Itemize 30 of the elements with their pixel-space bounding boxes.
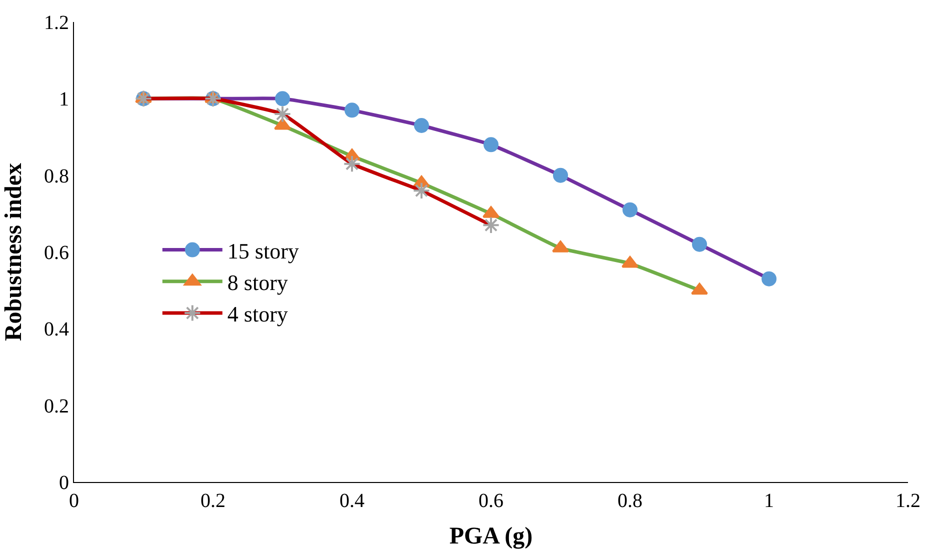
x-tick-label: 0.4	[340, 490, 364, 512]
y-tick-label: 1.2	[44, 12, 69, 34]
point	[344, 102, 360, 118]
y-tick-label: 0.4	[44, 318, 69, 341]
point	[412, 182, 430, 200]
y-tick-label: 0	[59, 472, 69, 494]
y-tick-label: 0.8	[44, 165, 69, 188]
y-tick-label: 1	[59, 88, 69, 111]
point	[414, 118, 429, 133]
legend-label: 15 story	[227, 238, 299, 264]
x-tick-label: 0.8	[618, 490, 642, 512]
point	[484, 137, 498, 152]
x-tick-label: 0.6	[478, 490, 504, 512]
point	[622, 202, 638, 218]
point	[274, 105, 292, 123]
x-axis-title: PGA (g)	[449, 523, 533, 550]
point	[275, 91, 290, 106]
legend-label: 4 story	[227, 302, 288, 327]
x-tick-label: 1.2	[896, 490, 920, 512]
y-tick-label: 0.2	[44, 395, 69, 418]
x-tick-label: 0.2	[200, 490, 226, 512]
y-axis-title: Robustness index	[1, 162, 28, 342]
point	[692, 236, 707, 252]
point	[553, 168, 568, 183]
x-tick-label: 1	[764, 490, 774, 512]
point	[482, 216, 500, 234]
point	[343, 155, 361, 173]
legend-label: 8 story	[227, 270, 288, 295]
y-tick-label: 0.6	[44, 242, 69, 264]
point	[762, 271, 776, 286]
